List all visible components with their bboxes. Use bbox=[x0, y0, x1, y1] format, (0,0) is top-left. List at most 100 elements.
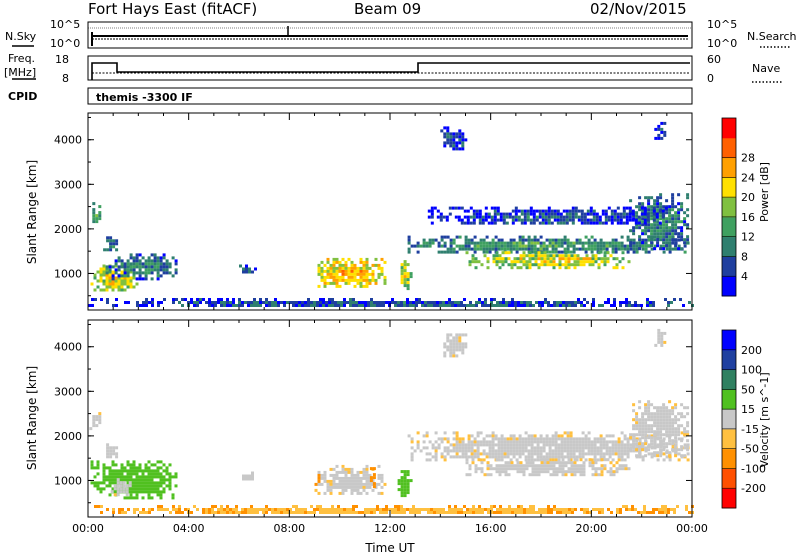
scatter-cell bbox=[463, 511, 466, 514]
scatter-cell bbox=[617, 449, 621, 453]
scatter-cell bbox=[671, 446, 675, 450]
scatter-cell bbox=[116, 478, 120, 482]
scatter-cell bbox=[593, 449, 597, 453]
scatter-cell bbox=[467, 244, 471, 248]
scatter-cell bbox=[540, 254, 544, 258]
scatter-cell bbox=[539, 455, 543, 459]
scatter-cell bbox=[603, 467, 607, 471]
scatter-cell bbox=[416, 431, 420, 435]
scatter-cell bbox=[168, 481, 172, 485]
scatter-cell bbox=[650, 226, 654, 230]
scatter-cell bbox=[443, 241, 447, 245]
scatter-cell bbox=[638, 451, 642, 455]
scatter-cell bbox=[674, 229, 678, 233]
scatter-cell bbox=[626, 440, 630, 444]
scatter-cell bbox=[515, 458, 519, 462]
scatter-cell bbox=[355, 511, 358, 514]
scatter-cell bbox=[657, 340, 661, 344]
scatter-cell bbox=[560, 452, 564, 456]
scatter-cell bbox=[114, 463, 118, 467]
scatter-cell bbox=[626, 247, 630, 251]
scatter-cell bbox=[623, 449, 627, 453]
scatter-cell bbox=[568, 215, 572, 219]
scatter-cell bbox=[494, 235, 498, 239]
scatter-cell bbox=[135, 271, 139, 275]
scatter-cell bbox=[643, 206, 647, 210]
scatter-cell bbox=[465, 473, 469, 477]
scatter-cell bbox=[668, 235, 672, 239]
scatter-cell bbox=[499, 304, 502, 307]
scatter-cell bbox=[543, 260, 547, 264]
scatter-cell bbox=[162, 271, 166, 275]
scatter-cell bbox=[530, 434, 534, 438]
scatter-cell bbox=[461, 247, 465, 251]
scatter-cell bbox=[123, 268, 127, 272]
scatter-cell bbox=[638, 448, 642, 452]
scatter-cell bbox=[680, 226, 684, 230]
scatter-cell bbox=[410, 244, 414, 248]
scatter-cell bbox=[635, 250, 639, 254]
scatter-cell bbox=[431, 455, 435, 459]
scatter-cell bbox=[380, 272, 384, 276]
scatter-cell bbox=[529, 301, 532, 304]
scatter-cell bbox=[522, 473, 526, 477]
scatter-cell bbox=[641, 427, 645, 431]
scatter-cell bbox=[326, 482, 330, 486]
scatter-cell bbox=[619, 304, 622, 307]
scatter-cell bbox=[256, 304, 259, 307]
scatter-cell bbox=[557, 452, 561, 456]
scatter-cell bbox=[352, 304, 355, 307]
scatter-cell bbox=[159, 262, 163, 266]
scatter-cell bbox=[485, 250, 489, 254]
scatter-cell bbox=[460, 301, 463, 304]
scatter-cell bbox=[500, 446, 504, 450]
scatter-cell bbox=[644, 421, 648, 425]
scatter-cell bbox=[329, 272, 333, 276]
scatter-cell bbox=[362, 482, 366, 486]
scatter-cell bbox=[461, 452, 465, 456]
scatter-cell bbox=[665, 208, 669, 212]
scatter-cell bbox=[380, 473, 384, 477]
scatter-cell bbox=[359, 485, 363, 489]
scatter-cell bbox=[622, 209, 626, 213]
scatter-cell bbox=[512, 437, 516, 441]
scatter-cell bbox=[569, 443, 573, 447]
scatter-cell bbox=[634, 218, 638, 222]
scatter-cell bbox=[475, 508, 478, 511]
scatter-cell bbox=[641, 448, 645, 452]
scatter-cell bbox=[470, 455, 474, 459]
scatter-cell bbox=[570, 461, 574, 465]
scatter-cell bbox=[371, 488, 375, 492]
scatter-cell bbox=[644, 436, 648, 440]
scatter-cell bbox=[403, 511, 406, 514]
scatter-cell bbox=[620, 431, 624, 435]
scatter-cell bbox=[416, 250, 420, 254]
scatter-cell bbox=[466, 511, 469, 514]
scatter-cell bbox=[244, 511, 247, 514]
scatter-cell bbox=[625, 218, 629, 222]
scatter-cell bbox=[350, 278, 354, 282]
scatter-cell bbox=[142, 508, 145, 511]
scatter-cell bbox=[193, 505, 196, 508]
scatter-cell bbox=[606, 251, 610, 255]
scatter-cell bbox=[422, 434, 426, 438]
scatter-cell bbox=[659, 235, 663, 239]
scatter-cell bbox=[653, 199, 657, 203]
scatter-cell bbox=[561, 458, 565, 462]
scatter-cell bbox=[157, 304, 160, 307]
scatter-cell bbox=[550, 221, 554, 225]
scatter-cell bbox=[650, 211, 654, 215]
scatter-cell bbox=[622, 212, 626, 216]
scatter-cell bbox=[499, 511, 502, 514]
scatter-cell bbox=[650, 247, 654, 251]
scatter-cell bbox=[156, 259, 160, 263]
scatter-cell bbox=[674, 205, 678, 209]
scatter-cell bbox=[353, 278, 357, 282]
scatter-cell bbox=[469, 215, 473, 219]
scatter-cell bbox=[259, 304, 262, 307]
scatter-cell bbox=[169, 511, 172, 514]
scatter-cell bbox=[341, 479, 345, 483]
scatter-cell bbox=[174, 268, 178, 272]
scatter-cell bbox=[659, 409, 663, 413]
scatter-cell bbox=[632, 250, 636, 254]
